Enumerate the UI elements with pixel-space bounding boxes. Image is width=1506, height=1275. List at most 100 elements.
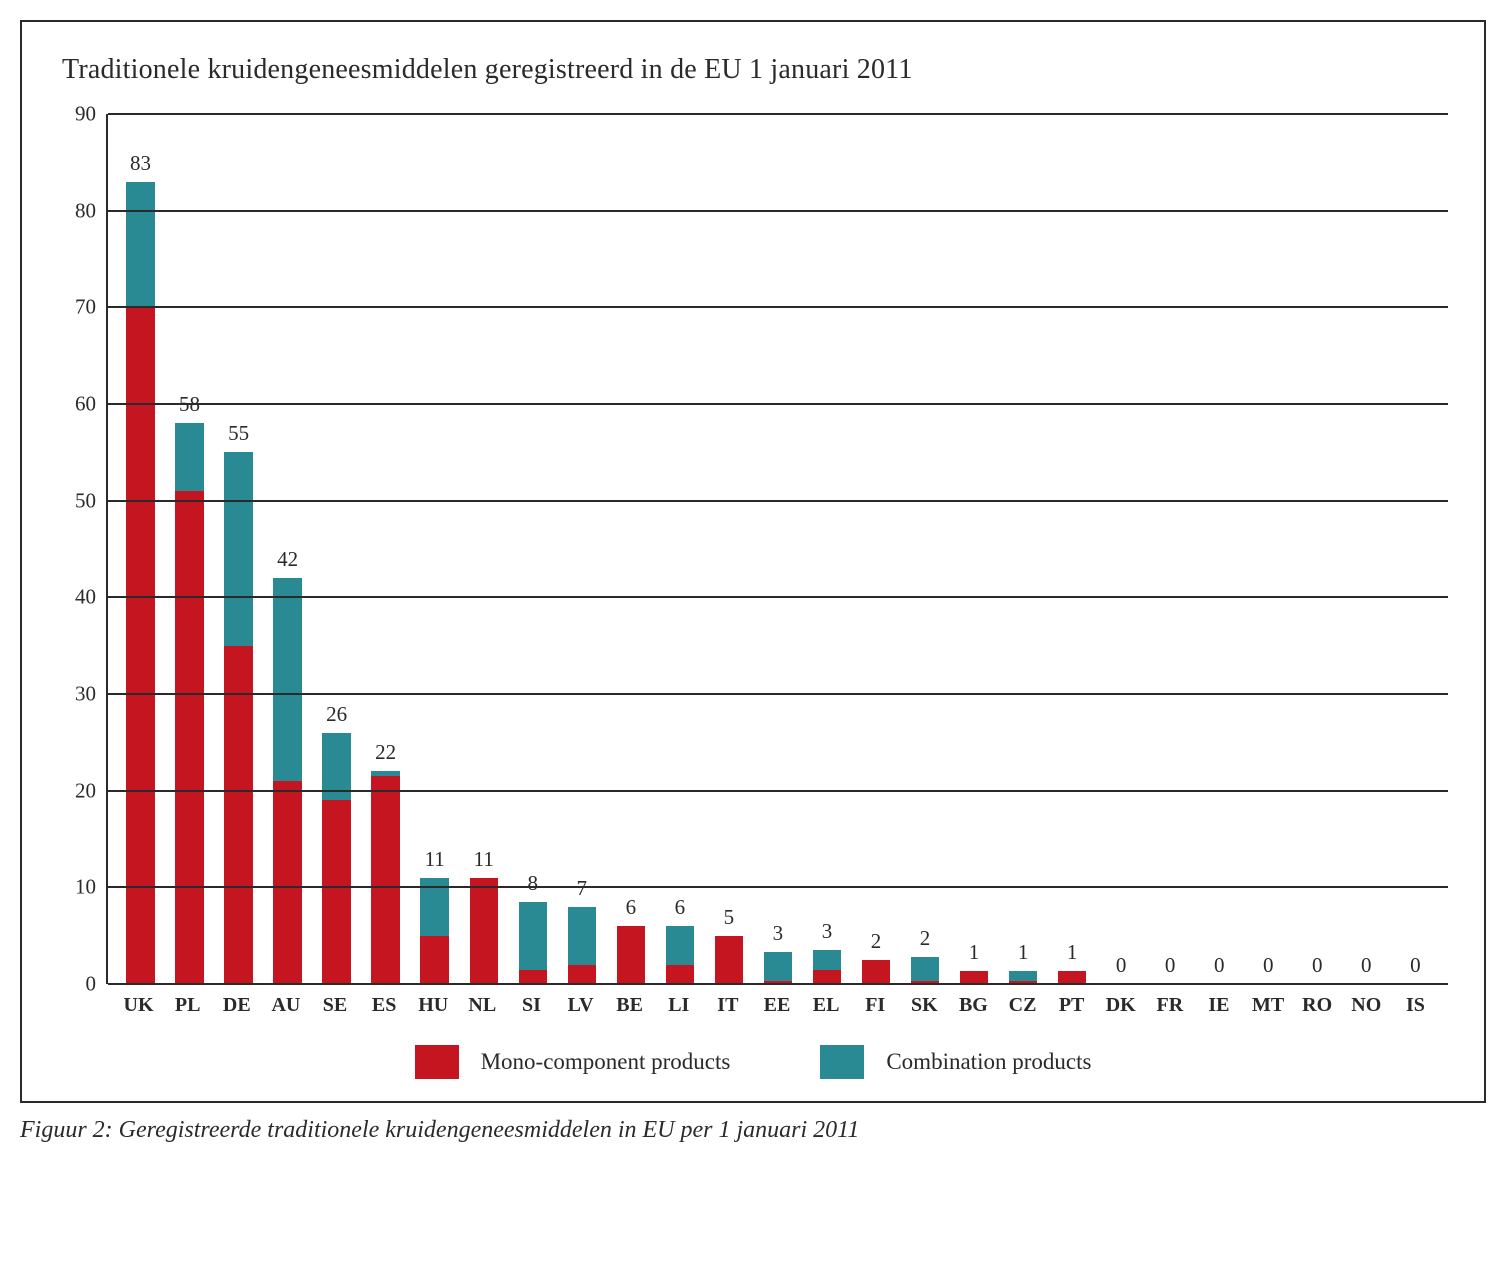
bar-total-label: 6 (606, 895, 655, 920)
bar-segment-combination (273, 578, 301, 781)
bar-total-label: 83 (116, 151, 165, 176)
bar-stack (175, 423, 203, 984)
bar-total-label: 0 (1146, 953, 1195, 978)
bar-slot: 0 (1293, 114, 1342, 984)
x-tick-label: IT (703, 994, 752, 1017)
x-tick-label: SE (310, 994, 359, 1017)
bar-segment-mono (813, 970, 841, 985)
bar-slot: 26 (312, 114, 361, 984)
bar-segment-combination (126, 182, 154, 308)
bar-total-label: 55 (214, 421, 263, 446)
bar-segment-mono (519, 970, 547, 985)
bar-segment-mono (715, 936, 743, 984)
bar-stack (126, 182, 154, 984)
chart-area: 0102030405060708090 83585542262211118766… (58, 114, 1448, 984)
bar-segment-combination (1009, 971, 1037, 981)
x-tick-label: EE (752, 994, 801, 1017)
grid-line (108, 403, 1448, 405)
grid-line (108, 596, 1448, 598)
bar-stack (715, 936, 743, 984)
bar-stack (322, 733, 350, 984)
bar-slot: 0 (1244, 114, 1293, 984)
x-tick-label: FR (1145, 994, 1194, 1017)
chart-frame: Traditionele kruidengeneesmiddelen gereg… (20, 20, 1486, 1103)
bar-slot: 6 (655, 114, 704, 984)
y-tick-label: 30 (75, 682, 96, 707)
bar-segment-mono (420, 936, 448, 984)
bar-total-label: 22 (361, 740, 410, 765)
bar-slot: 11 (410, 114, 459, 984)
chart-title: Traditionele kruidengeneesmiddelen gereg… (62, 54, 1448, 86)
bar-total-label: 1 (1048, 940, 1097, 965)
bar-segment-combination (519, 902, 547, 970)
x-tick-label: EL (802, 994, 851, 1017)
bar-total-label: 2 (901, 926, 950, 951)
x-tick-label: PL (163, 994, 212, 1017)
x-tick-label: LV (556, 994, 605, 1017)
bar-segment-mono (224, 646, 252, 984)
bar-segment-mono (126, 307, 154, 984)
x-tick-label: HU (409, 994, 458, 1017)
grid-line (108, 500, 1448, 502)
bar-segment-combination (175, 423, 203, 491)
bar-segment-mono (470, 878, 498, 984)
x-tick-label: NO (1342, 994, 1391, 1017)
bar-slot: 11 (459, 114, 508, 984)
bar-stack (666, 926, 694, 984)
bar-slot: 0 (1195, 114, 1244, 984)
y-axis: 0102030405060708090 (58, 114, 106, 984)
x-tick-label: UK (114, 994, 163, 1017)
bar-total-label: 1 (950, 940, 999, 965)
x-tick-label: LI (654, 994, 703, 1017)
bar-segment-combination (813, 950, 841, 969)
legend-item-combination: Combination products (820, 1045, 1091, 1079)
grid-line (108, 306, 1448, 308)
bar-stack (568, 907, 596, 984)
bar-total-label: 11 (410, 847, 459, 872)
bar-slot: 1 (1048, 114, 1097, 984)
bar-stack (764, 952, 792, 984)
bar-total-label: 3 (753, 921, 802, 946)
bar-segment-mono (862, 960, 890, 984)
bar-stack (470, 878, 498, 984)
y-tick-label: 60 (75, 392, 96, 417)
bar-segment-mono (666, 965, 694, 984)
x-tick-label: ES (360, 994, 409, 1017)
bar-segment-mono (617, 926, 645, 984)
bar-slot: 58 (165, 114, 214, 984)
bar-segment-mono (273, 781, 301, 984)
bar-slot: 83 (116, 114, 165, 984)
bar-total-label: 0 (1244, 953, 1293, 978)
bar-stack (862, 960, 890, 984)
bar-total-label: 0 (1097, 953, 1146, 978)
y-tick-label: 70 (75, 295, 96, 320)
bars-row: 83585542262211118766533221110000000 (108, 114, 1448, 984)
bar-slot: 6 (606, 114, 655, 984)
bar-total-label: 1 (999, 940, 1048, 965)
x-tick-label: DK (1096, 994, 1145, 1017)
legend-label-mono: Mono-component products (481, 1049, 731, 1075)
x-tick-label: CZ (998, 994, 1047, 1017)
x-tick-label: SI (507, 994, 556, 1017)
x-tick-label: IE (1194, 994, 1243, 1017)
bar-segment-mono (568, 965, 596, 984)
bar-total-label: 8 (508, 871, 557, 896)
bar-segment-mono (175, 491, 203, 984)
x-tick-label: MT (1244, 994, 1293, 1017)
grid-line (108, 790, 1448, 792)
figure-wrapper: Traditionele kruidengeneesmiddelen gereg… (20, 20, 1486, 1144)
bar-slot: 7 (557, 114, 606, 984)
y-tick-label: 20 (75, 778, 96, 803)
bar-total-label: 0 (1391, 953, 1440, 978)
bar-slot: 0 (1146, 114, 1195, 984)
bar-stack (224, 452, 252, 984)
x-tick-label: IS (1391, 994, 1440, 1017)
bar-total-label: 26 (312, 702, 361, 727)
bar-slot: 2 (901, 114, 950, 984)
bar-total-label: 0 (1195, 953, 1244, 978)
x-tick-label: DE (212, 994, 261, 1017)
x-tick-label: FI (851, 994, 900, 1017)
y-tick-label: 90 (75, 102, 96, 127)
y-tick-label: 0 (86, 972, 97, 997)
bar-slot: 8 (508, 114, 557, 984)
